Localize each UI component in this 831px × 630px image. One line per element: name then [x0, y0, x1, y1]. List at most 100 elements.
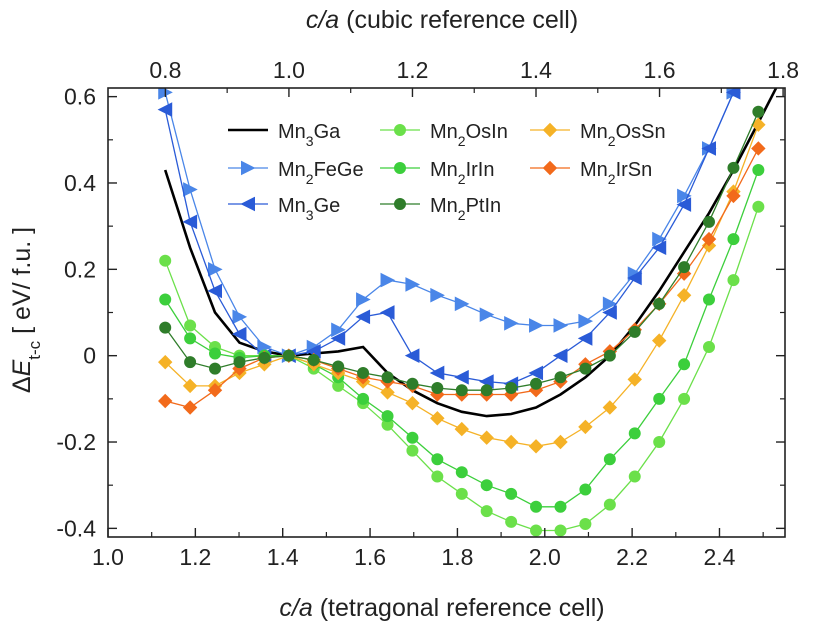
- legend-marker: [542, 122, 558, 138]
- data-point: [552, 348, 568, 363]
- data-point: [381, 410, 394, 423]
- data-point: [530, 524, 543, 537]
- data-point: [602, 305, 617, 320]
- y-tick-label: -0.4: [56, 515, 96, 541]
- data-point: [430, 287, 445, 303]
- data-point: [530, 377, 543, 390]
- data-point: [182, 378, 198, 394]
- series-clip-group: [157, 88, 778, 537]
- data-point: [602, 296, 618, 312]
- y-tick-label: -0.2: [56, 429, 96, 455]
- data-point: [455, 384, 468, 397]
- data-point: [703, 215, 716, 228]
- x2-tick-label: 1.8: [767, 57, 799, 83]
- legend-item-mn2ptin: Mn2PtIn: [380, 195, 501, 223]
- data-point: [701, 141, 717, 156]
- x2-axis-label: c/a (cubic reference cell): [306, 6, 578, 34]
- data-point: [429, 365, 445, 381]
- legend-label: Mn2OsIn: [430, 121, 508, 149]
- legend-marker: [394, 198, 406, 210]
- series-line: [165, 148, 759, 409]
- legend-marker: [240, 196, 255, 212]
- data-point: [603, 349, 616, 362]
- legend-label: Mn2IrIn: [430, 159, 495, 187]
- data-point: [207, 283, 223, 299]
- data-point: [701, 231, 717, 247]
- series-mn2ptin: [159, 105, 765, 397]
- data-point: [752, 200, 765, 213]
- y-tick-label: 0.2: [64, 256, 96, 282]
- data-point: [431, 470, 444, 483]
- data-point: [676, 288, 692, 303]
- series-line: [164, 206, 760, 532]
- data-point: [727, 161, 740, 174]
- legend-marker: [542, 160, 558, 176]
- data-point: [726, 188, 741, 204]
- data-point: [653, 297, 666, 310]
- x2-tick-label: 1.0: [273, 57, 305, 83]
- data-point: [158, 393, 173, 409]
- data-point: [406, 444, 419, 457]
- x-tick-label: 2.2: [616, 544, 648, 570]
- data-point: [431, 382, 444, 395]
- legend-label: Mn3Ge: [278, 195, 340, 223]
- data-point: [727, 274, 740, 287]
- data-point: [209, 362, 222, 375]
- data-point: [430, 411, 445, 426]
- data-point: [678, 358, 691, 371]
- data-point: [258, 351, 271, 364]
- axes-layer: 1.0 1.2 1.4 1.6 1.8 2.0 2.2 2.4 0.8 1.0 1.2 1.4 1.6 1…: [56, 57, 799, 570]
- plot-frame: [107, 87, 786, 538]
- data-point: [454, 369, 469, 385]
- data-point: [159, 293, 172, 306]
- data-point: [628, 427, 641, 440]
- data-point: [628, 470, 641, 483]
- data-point: [751, 141, 766, 156]
- data-point: [553, 318, 569, 333]
- legend-marker: [394, 162, 406, 174]
- data-point: [529, 318, 544, 333]
- data-point: [157, 102, 173, 117]
- data-point: [158, 354, 173, 370]
- data-point: [504, 315, 519, 331]
- data-point: [652, 333, 667, 348]
- legend-item-mn2osin: Mn2OsIn: [380, 121, 508, 149]
- data-point: [578, 419, 593, 435]
- data-point: [627, 372, 642, 387]
- data-point: [307, 353, 320, 366]
- legend-item-mn3ga: Mn3Ga: [228, 121, 341, 149]
- data-point: [752, 164, 765, 177]
- y-tick-label: 0.4: [64, 170, 96, 196]
- y-axis-label: ΔEt-c [ eV/ f.u. ]: [8, 227, 44, 393]
- data-point: [332, 360, 345, 373]
- legend: Mn3Ga Mn2FeGe Mn3Ge Mn2OsIn Mn2IrIn Mn2PtIn Mn…: [228, 121, 666, 223]
- x2-tick-label: 1.2: [396, 57, 428, 83]
- data-point: [480, 384, 493, 397]
- data-point: [602, 400, 618, 415]
- data-point: [455, 466, 468, 479]
- data-point: [355, 309, 371, 325]
- data-point: [380, 272, 396, 288]
- data-point: [578, 313, 594, 329]
- data-point: [209, 347, 222, 360]
- data-point: [703, 341, 716, 354]
- data-point: [678, 392, 691, 405]
- x2-tick-label: 0.8: [149, 57, 181, 83]
- data-point: [454, 421, 469, 437]
- data-point: [184, 356, 197, 369]
- data-point: [357, 392, 370, 405]
- data-point: [480, 479, 493, 492]
- data-point: [554, 524, 567, 537]
- x-tick-label: 1.4: [267, 544, 299, 570]
- x-tick-label: 1.0: [92, 544, 124, 570]
- data-point: [505, 515, 518, 528]
- data-point: [579, 362, 592, 375]
- data-point: [553, 434, 568, 450]
- legend-item-mn3ge: Mn3Ge: [228, 195, 340, 223]
- data-point: [182, 214, 198, 230]
- data-point: [653, 392, 666, 405]
- data-point: [404, 348, 420, 363]
- data-point: [579, 518, 592, 531]
- data-point: [603, 453, 616, 466]
